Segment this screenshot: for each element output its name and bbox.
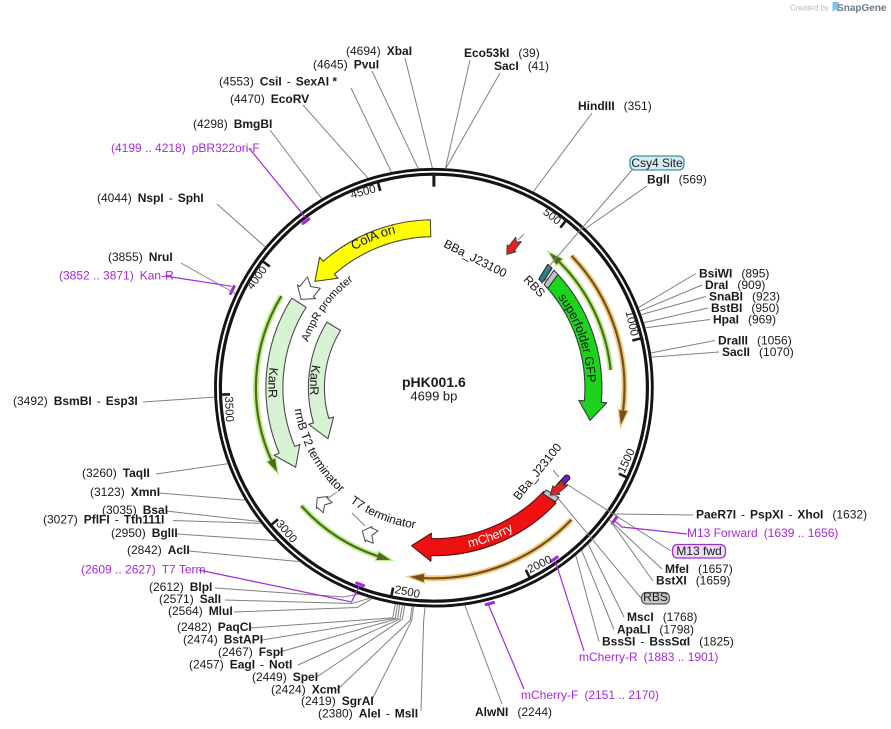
- svg-text:(4470)EcoRV: (4470) EcoRV: [230, 92, 309, 106]
- svg-text:3500: 3500: [222, 396, 235, 422]
- svg-text:(2571)SalI: (2571) SalI: [159, 592, 221, 606]
- svg-text:BstXI(1659): BstXI (1659): [656, 574, 730, 588]
- svg-text:(2380)AleI-MslI: (2380) AleI - MslI: [318, 707, 418, 721]
- svg-text:SacII(1070): SacII (1070): [722, 345, 794, 359]
- svg-text:(2449)SpeI: (2449) SpeI: [252, 670, 318, 684]
- svg-text:(3852 .. 3871)Kan-R: (3852 .. 3871) Kan-R: [59, 269, 174, 283]
- svg-text:HindIII(351): HindIII (351): [578, 99, 652, 113]
- svg-text:T7 terminator: T7 terminator: [348, 493, 417, 531]
- svg-text:Csy4 Site: Csy4 Site: [631, 156, 683, 170]
- svg-text:RBS: RBS: [643, 590, 668, 604]
- svg-text:(2950)BglII: (2950) BglII: [111, 526, 178, 540]
- svg-text:4699 bp: 4699 bp: [410, 388, 457, 403]
- svg-text:SacI(41): SacI (41): [494, 59, 549, 73]
- svg-text:BglI(569): BglI (569): [647, 173, 707, 187]
- svg-text:(4645)PvuI: (4645) PvuI: [313, 58, 379, 72]
- svg-text:AlwNI(2244): AlwNI (2244): [475, 705, 552, 719]
- svg-text:2500: 2500: [393, 584, 420, 601]
- svg-text:ApaLI(1798): ApaLI (1798): [617, 623, 694, 637]
- svg-text:BBa_J23100: BBa_J23100: [442, 237, 510, 281]
- svg-text:(3492)BsmBI-Esp3I: (3492) BsmBI - Esp3I: [13, 394, 138, 408]
- svg-text:KanR: KanR: [265, 367, 280, 398]
- svg-text:(3035)BsaI: (3035) BsaI: [102, 503, 168, 517]
- svg-text:(4553)CsiI-SexAI *: (4553) CsiI - SexAI *: [219, 75, 337, 89]
- svg-text:(3260)TaqII: (3260) TaqII: [82, 466, 150, 480]
- svg-text:BssSI-BssSαI(1825): BssSI - BssSαI (1825): [602, 635, 734, 649]
- svg-text:(2564)MluI: (2564) MluI: [168, 604, 233, 618]
- svg-text:BstBI(950): BstBI (950): [711, 301, 779, 315]
- svg-text:mCherry-F(2151 .. 2170): mCherry-F (2151 .. 2170): [521, 688, 659, 702]
- svg-text:(2474)BstAPI: (2474) BstAPI: [183, 633, 263, 647]
- svg-text:M13 fwd: M13 fwd: [676, 544, 721, 558]
- svg-text:SnapGene: SnapGene: [837, 3, 887, 14]
- svg-text:(3855)NruI: (3855) NruI: [108, 250, 173, 264]
- svg-text:Eco53kI(39): Eco53kI (39): [464, 46, 540, 60]
- svg-text:DraI(909): DraI (909): [705, 278, 765, 292]
- svg-text:(4199 .. 4218)pBR322ori-F: (4199 .. 4218) pBR322ori-F: [111, 141, 260, 155]
- svg-text:MscI(1768): MscI (1768): [627, 610, 697, 624]
- svg-text:M13 Forward(1639 .. 1656): M13 Forward (1639 .. 1656): [687, 526, 838, 540]
- svg-text:HpaI(969): HpaI (969): [713, 313, 776, 327]
- svg-text:(4298)BmgBI: (4298) BmgBI: [193, 117, 272, 131]
- svg-text:KanR: KanR: [307, 364, 323, 396]
- svg-text:(3123)XmnI: (3123) XmnI: [90, 485, 160, 499]
- svg-text:BsiWI(895): BsiWI (895): [699, 267, 769, 281]
- svg-text:PaeR7I-PspXI-XhoI(1632): PaeR7I - PspXI - XhoI (1632): [696, 508, 867, 522]
- svg-text:(4694)XbaI: (4694) XbaI: [346, 44, 412, 58]
- svg-text:mCherry-R(1883 .. 1901): mCherry-R (1883 .. 1901): [579, 650, 718, 664]
- svg-text:(3027)PflFI-Tth111I: (3027) PflFI - Tth111I: [43, 513, 164, 527]
- svg-text:DraIII(1056): DraIII (1056): [718, 334, 792, 348]
- svg-text:MfeI(1657): MfeI (1657): [665, 562, 733, 576]
- svg-text:SnaBI(923): SnaBI (923): [709, 290, 780, 304]
- svg-text:(2612)BlpI: (2612) BlpI: [149, 580, 212, 594]
- svg-text:(2842)AclI: (2842) AclI: [127, 543, 190, 557]
- svg-text:pHK001.6: pHK001.6: [402, 374, 466, 390]
- svg-text:(2609 .. 2627)T7 Term: (2609 .. 2627) T7 Term: [81, 563, 206, 577]
- svg-text:(2467)FspI: (2467) FspI: [218, 645, 283, 659]
- svg-text:1000: 1000: [623, 310, 641, 338]
- svg-text:(4044)NspI-SphI: (4044) NspI - SphI: [97, 191, 204, 205]
- svg-text:Created by: Created by: [790, 4, 829, 13]
